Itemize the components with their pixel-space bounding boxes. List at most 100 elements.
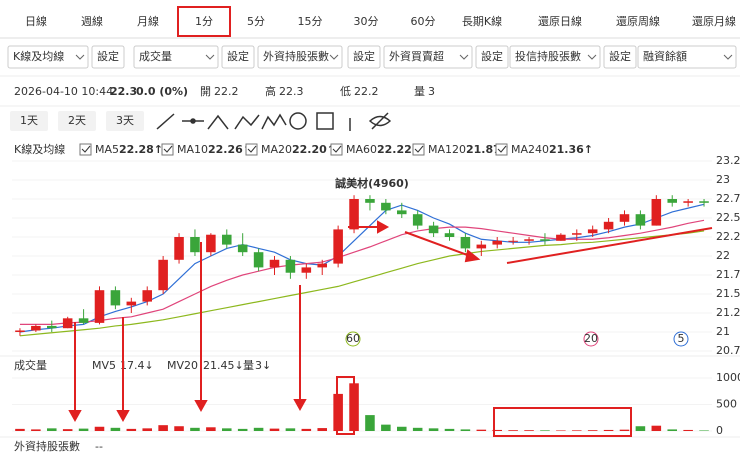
checkbox[interactable]	[79, 143, 92, 156]
tab[interactable]: 週線	[81, 14, 103, 28]
volume-bar	[572, 430, 582, 431]
highlight-box	[177, 6, 231, 37]
event-marker[interactable]	[345, 331, 361, 347]
quote-change: 0.0 (0%)	[136, 85, 188, 98]
legend-value: 21.36↑	[549, 143, 593, 156]
legend-name: MA20	[261, 143, 292, 156]
tab[interactable]: 還原月線	[692, 14, 736, 28]
volume-bar	[444, 428, 455, 431]
tab[interactable]: 5分	[247, 15, 265, 28]
volume-bar	[397, 426, 407, 431]
quote-open: 22.2	[214, 85, 239, 98]
chart-title: 誠美材(4960)	[335, 176, 409, 190]
candle-body	[476, 244, 487, 249]
volume-bar	[524, 430, 534, 431]
select-box[interactable]	[257, 45, 343, 69]
tab[interactable]: 15分	[298, 15, 323, 28]
select-box[interactable]	[133, 45, 219, 69]
settings-button[interactable]	[475, 45, 509, 69]
legend-name: MA120	[428, 143, 466, 156]
y-tick-label: 21.5	[716, 287, 740, 300]
bottom-value: --	[95, 440, 103, 453]
candle-body	[206, 234, 216, 253]
candle-body	[301, 267, 312, 273]
settings-button[interactable]	[347, 45, 381, 69]
volume-bar	[635, 426, 646, 431]
tab[interactable]: 還原日線	[538, 14, 582, 28]
select-box[interactable]	[509, 45, 601, 69]
legend-name: MA10	[177, 143, 208, 156]
candle-body	[460, 237, 471, 249]
candle-body	[492, 240, 502, 245]
volume-bar	[206, 427, 216, 431]
candle-body	[508, 240, 518, 242]
candle-body	[540, 239, 550, 241]
y-tick-label: 1000	[716, 371, 740, 384]
volume-bar	[78, 428, 89, 431]
check	[497, 145, 507, 153]
tab[interactable]: 月線	[137, 14, 159, 28]
legend-name: MA5	[95, 143, 119, 156]
candle-body	[365, 199, 375, 203]
settings-button[interactable]	[603, 45, 637, 69]
candle-body	[142, 290, 152, 302]
quote-low-label: 低	[340, 85, 351, 98]
candle-body	[667, 199, 677, 203]
checkbox[interactable]	[412, 143, 425, 156]
quote-datetime: 2026-04-10 10:44	[14, 85, 113, 98]
bottom-label: 外資持股張數	[14, 439, 80, 453]
candle-body	[15, 330, 25, 332]
quote-open-label: 開	[200, 85, 211, 98]
range-button[interactable]	[106, 111, 144, 131]
volume-bar	[381, 424, 391, 431]
tab[interactable]: 60分	[411, 15, 436, 28]
checkbox[interactable]	[330, 143, 343, 156]
candle-body	[237, 244, 248, 253]
tab[interactable]: 30分	[354, 15, 379, 28]
quote-volume: 3	[428, 85, 435, 98]
candle-body	[78, 318, 89, 323]
checkbox[interactable]	[161, 143, 174, 156]
dropdown-caret	[205, 54, 215, 60]
settings-button[interactable]	[221, 45, 255, 69]
volume-bar	[15, 428, 25, 431]
volume-bar	[428, 428, 439, 431]
quote-price: 22.3	[110, 85, 137, 98]
candle-body	[47, 325, 57, 329]
tab[interactable]: 日線	[25, 14, 47, 28]
volume-legend-name: MV5	[92, 359, 116, 372]
dropdown-caret	[329, 54, 339, 60]
checkbox[interactable]	[245, 143, 258, 156]
tab[interactable]: 還原周線	[616, 14, 660, 28]
range-button[interactable]	[58, 111, 96, 131]
candle-body	[269, 259, 280, 268]
tab[interactable]: 長期K線	[462, 14, 502, 28]
volume-label: 成交量	[14, 358, 47, 372]
quote-volume-label: 量	[414, 85, 425, 98]
event-marker[interactable]	[673, 331, 689, 347]
volume-bar	[603, 429, 614, 431]
volume-legend-value: 21.45↓	[203, 359, 244, 372]
candle-body	[222, 234, 232, 245]
volume-legend-name: MV20	[167, 359, 198, 372]
candle-body	[253, 252, 264, 268]
candle-body	[699, 201, 709, 203]
select-box[interactable]	[7, 45, 89, 69]
tab[interactable]: 1分	[195, 15, 213, 28]
select-box[interactable]	[383, 45, 473, 69]
candle-body	[333, 229, 343, 264]
select-box[interactable]	[637, 45, 737, 69]
y-tick-label: 22	[716, 249, 730, 262]
candle-body	[381, 202, 391, 211]
range-button[interactable]	[10, 111, 48, 131]
drawing-tools	[156, 112, 392, 131]
volume-bar	[31, 429, 41, 431]
settings-button[interactable]	[91, 45, 125, 69]
checkbox[interactable]	[495, 143, 508, 156]
candle-body	[572, 233, 582, 235]
event-marker[interactable]	[583, 331, 599, 347]
volume-bar	[667, 429, 677, 431]
settings-label: 設定	[481, 49, 503, 63]
volume-bar	[651, 425, 662, 431]
legend-value: 22.20↑	[292, 143, 336, 156]
